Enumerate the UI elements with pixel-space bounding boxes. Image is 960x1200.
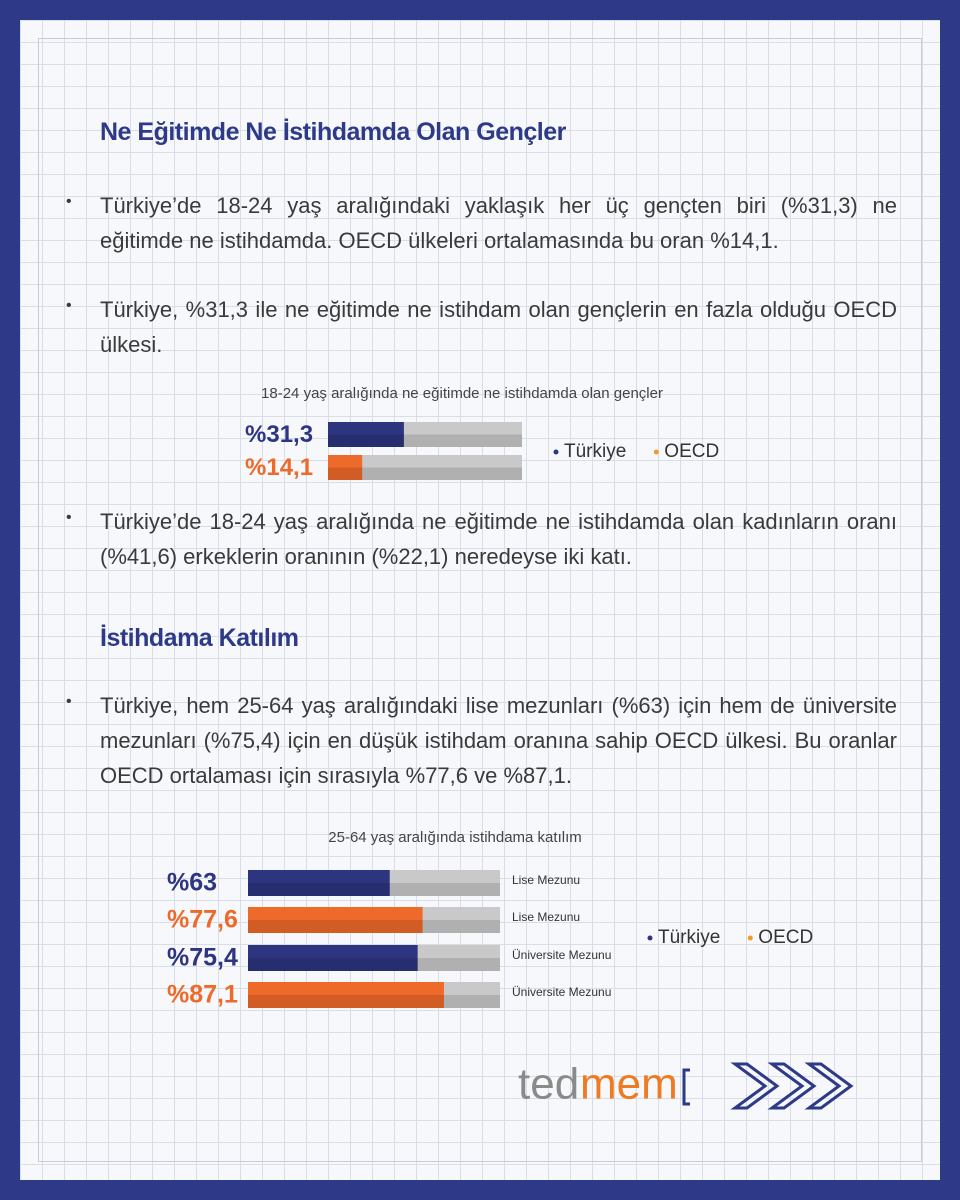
chart-title: 25-64 yaş aralığında istihdama katılım (328, 829, 581, 846)
category-label: Lise Mezunu (512, 873, 580, 887)
legend-dot (653, 449, 659, 455)
chart-title: 18-24 yaş aralığında ne eğitimde ne isti… (261, 385, 663, 402)
category-label: Lise Mezunu (512, 910, 580, 924)
logo-text: mem (580, 1060, 678, 1109)
bullet: Türkiye, hem 25-64 yaş aralığındaki lise… (66, 684, 897, 793)
section-title: İstihdama Katılım (100, 624, 299, 652)
category-label: Üniversite Mezunu (512, 948, 611, 962)
bar-shade (328, 434, 522, 447)
legend-dot (647, 935, 653, 941)
value-label: %14,1 (245, 454, 313, 481)
bullet: Türkiye, %31,3 ile ne eğitimde ne istihd… (66, 288, 897, 362)
bar (248, 982, 444, 1008)
category-label: Üniversite Mezunu (512, 985, 611, 999)
value-label: %63 (167, 869, 217, 897)
bar-shade (248, 995, 500, 1008)
bar-shade (248, 920, 500, 933)
bar (328, 422, 404, 447)
logo-arrows (682, 1062, 854, 1110)
bar (328, 455, 363, 480)
legend-dot (553, 449, 559, 455)
legend-label: OECD (758, 927, 813, 948)
legend-label: Türkiye (658, 927, 720, 948)
value-label: %87,1 (167, 981, 238, 1009)
bar-shade (328, 467, 522, 480)
section-title: Ne Eğitimde Ne İstihdamda Olan Gençler (100, 118, 566, 146)
bar-shade (248, 883, 500, 896)
value-label: %77,6 (167, 906, 238, 934)
bar (248, 945, 418, 971)
legend-dot (747, 935, 753, 941)
bar-shade (248, 958, 500, 971)
logo-text: ted (518, 1060, 579, 1109)
bullet: Türkiye’de 18-24 yaş aralığında ne eğiti… (66, 500, 897, 574)
bullet: Türkiye’de 18-24 yaş aralığındaki yaklaş… (66, 184, 897, 258)
legend-label: OECD (664, 441, 719, 462)
bar (248, 870, 390, 896)
value-label: %75,4 (167, 944, 238, 972)
frame (38, 38, 922, 1162)
legend-label: Türkiye (564, 441, 626, 462)
value-label: %31,3 (245, 421, 313, 448)
bar (248, 907, 423, 933)
